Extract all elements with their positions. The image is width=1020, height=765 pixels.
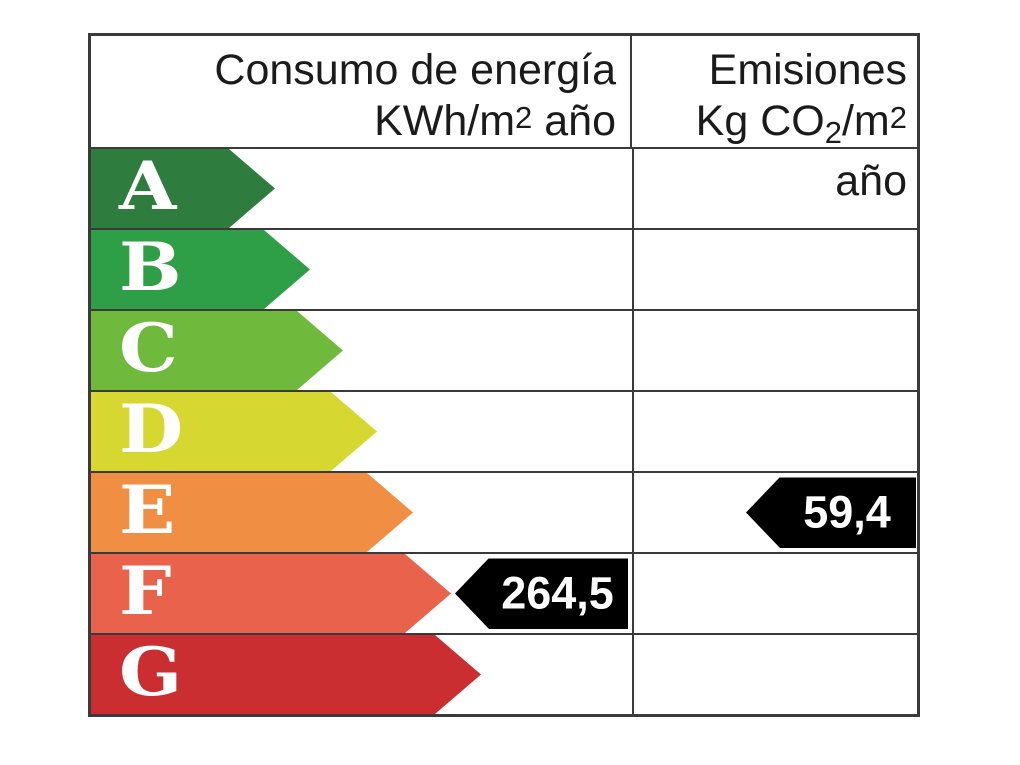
emissions-header-title: Emisiones	[708, 46, 907, 94]
rating-letter-c: C	[119, 308, 178, 387]
column-divider	[632, 149, 634, 714]
rating-row-d: D	[91, 389, 917, 471]
rating-bar-b	[91, 230, 310, 309]
consumption-value: 264,5	[501, 567, 614, 619]
rating-letter-g: G	[119, 632, 183, 711]
superscript-2: 2	[889, 100, 907, 135]
rating-row-c: C	[91, 308, 917, 390]
rating-row-b: B	[91, 227, 917, 309]
rating-bar-a	[91, 149, 275, 228]
consumption-header-unit: KWh/m2 año	[374, 97, 616, 145]
consumption-header-title: Consumo de energía	[214, 46, 616, 94]
rating-row-a: A	[91, 146, 917, 228]
emissions-header: Emisiones Kg CO2/m2 año	[632, 36, 917, 205]
rating-letter-e: E	[119, 470, 176, 549]
rating-bar-g	[91, 635, 481, 714]
rating-letter-b: B	[119, 227, 182, 306]
superscript-2: 2	[515, 100, 533, 135]
rating-letter-f: F	[119, 551, 172, 630]
rating-letter-d: D	[119, 389, 184, 468]
table-header: Consumo de energía KWh/m2 año Emisiones …	[91, 36, 917, 205]
rating-row-g: G	[91, 632, 917, 714]
rating-rows: A B C D E 59,4	[91, 146, 917, 714]
rating-row-e: E 59,4	[91, 470, 917, 552]
rating-letter-a: A	[119, 146, 177, 225]
subscript-2: 2	[824, 115, 842, 150]
rating-row-f: F 264,5	[91, 551, 917, 633]
emissions-value: 59,4	[803, 486, 891, 538]
consumption-header: Consumo de energía KWh/m2 año	[91, 36, 632, 147]
emissions-header-unit: Kg CO2/m2 año	[695, 97, 907, 205]
rating-bar-e	[91, 473, 413, 552]
rating-bar-d	[91, 392, 377, 471]
rating-bar-c	[91, 311, 343, 390]
consumption-value-arrow: 264,5	[455, 558, 628, 629]
emissions-value-arrow: 59,4	[746, 477, 916, 548]
rating-table: Consumo de energía KWh/m2 año Emisiones …	[88, 33, 920, 717]
rating-bar-f	[91, 554, 451, 633]
